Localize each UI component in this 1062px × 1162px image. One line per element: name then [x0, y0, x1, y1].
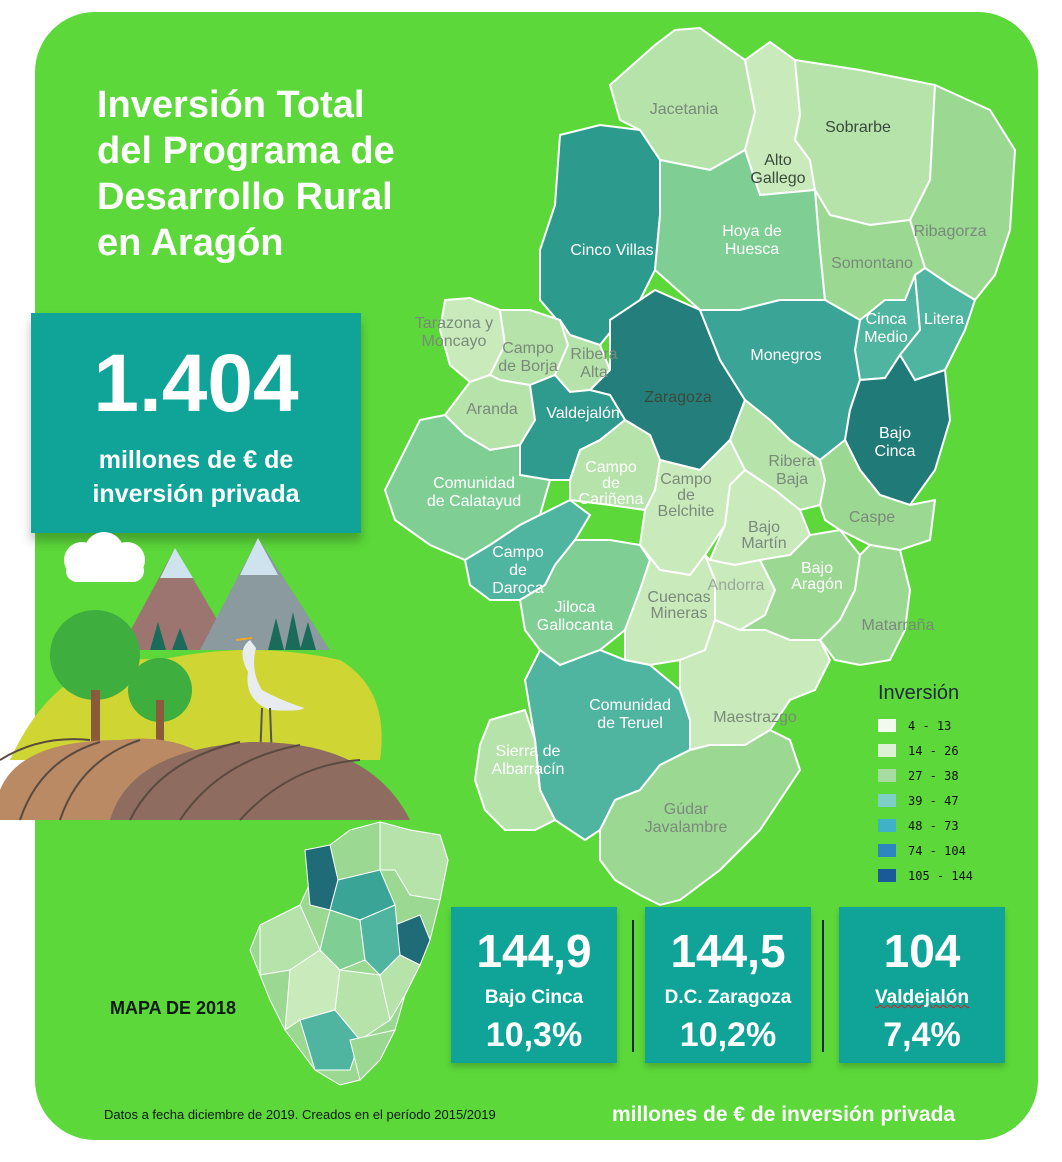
- landscape-illustration: [0, 532, 410, 821]
- legend-item: 14 - 26: [878, 738, 1018, 763]
- region-label-daroca: Campo de Daroca: [492, 544, 544, 597]
- region-label-cinca-medio: Cinca Medio: [864, 311, 908, 346]
- region-litera: [898, 266, 977, 382]
- region-caspe: [818, 438, 937, 552]
- region-label-bajo-cinca: Bajo Cinca: [875, 425, 916, 460]
- total-investment-box: 1.404 millones de € de inversión privada: [31, 313, 361, 533]
- region-label-litera: Litera: [924, 311, 964, 328]
- stat-region: Bajo Cinca: [484, 987, 584, 1008]
- legend-label: 39 - 47: [908, 793, 959, 808]
- region-label-hoya-de-huesca: Hoya de Huesca: [722, 223, 782, 258]
- total-investment-value: 1.404: [93, 338, 299, 429]
- region-label-sobrarbe: Sobrarbe: [825, 119, 891, 136]
- legend-swatch: [878, 744, 896, 757]
- region-label-gudar: Gúdar Javalambre: [645, 801, 728, 836]
- region-label-ribera-baja: Ribera Baja: [768, 453, 815, 488]
- region-label-somontano: Somontano: [831, 255, 913, 272]
- legend-swatch: [878, 794, 896, 807]
- region-label-albarracin: Sierra de Albarracín: [492, 743, 565, 778]
- region-label-monegros: Monegros: [750, 347, 821, 364]
- legend-label: 14 - 26: [908, 743, 959, 758]
- region-label-caspe: Caspe: [849, 509, 895, 526]
- title-line: en Aragón: [97, 222, 284, 264]
- region-label-cinco-villas: Cinco Villas: [570, 242, 653, 259]
- legend-swatch: [878, 819, 896, 832]
- region-label-andorra: Andorra: [708, 577, 765, 594]
- stat-percent: 10,2%: [679, 1016, 777, 1054]
- legend-swatch: [878, 844, 896, 857]
- page-title: Inversión Total del Programa de Desarrol…: [97, 82, 477, 266]
- stat-value: 144,5: [670, 925, 786, 977]
- legend-swatch: [878, 769, 896, 782]
- inset-map-label: MAPA DE 2018: [110, 998, 237, 1018]
- legend-item: 39 - 47: [878, 788, 1018, 813]
- region-label-campo-de-borja: Campo de Borja: [498, 340, 558, 375]
- stat-percent: 7,4%: [883, 1016, 961, 1054]
- tree-icon: [50, 610, 140, 700]
- region-matarrana: [818, 543, 912, 667]
- legend-swatch: [878, 719, 896, 732]
- title-line: del Programa de: [97, 130, 395, 172]
- stat-value: 144,9: [476, 925, 592, 977]
- legend-title: Inversión: [878, 682, 960, 704]
- region-label-bajo-martin: Bajo Martín: [741, 519, 786, 552]
- tree-icon: [150, 612, 316, 650]
- region-labels: Jacetania Alto Gallego Sobrarbe Ribagorza…: [415, 101, 987, 836]
- divider: [632, 920, 634, 1052]
- footnote: Datos a fecha diciembre de 2019. Creados…: [104, 1107, 496, 1122]
- divider: [822, 920, 824, 1052]
- region-albarracin: [473, 708, 557, 831]
- stat-value: 104: [883, 925, 961, 977]
- region-label-jiloca: Jiloca Gallocanta: [537, 599, 614, 634]
- legend-swatch: [878, 869, 896, 882]
- legend-item: 74 - 104: [878, 838, 1018, 863]
- region-label-teruel: Comunidad de Teruel: [589, 697, 671, 732]
- region-label-ribagorza: Ribagorza: [914, 223, 987, 240]
- region-label-carinena: Campo de Cariñena: [579, 459, 644, 508]
- stat-card: 144,9 Bajo Cinca 10,3%: [451, 907, 617, 1063]
- legend-label: 74 - 104: [908, 843, 966, 858]
- region-label-maestrazgo: Maestrazgo: [713, 709, 797, 726]
- legend-item: 105 - 144: [878, 863, 1018, 888]
- region-label-valdejalon: Valdejalón: [546, 405, 620, 422]
- legend-label: 4 - 13: [908, 718, 952, 733]
- mountain-icon: [120, 538, 330, 650]
- inset-map-2018: [249, 821, 449, 1086]
- comarcas-map: [383, 26, 1017, 907]
- region-label-bajo-aragon: Bajo Aragón: [791, 560, 843, 593]
- tree-icon: [128, 658, 192, 722]
- region-label-cuencas-mineras: Cuencas Mineras: [647, 589, 710, 622]
- region-label-ribera-alta: Ribera Alta: [570, 346, 617, 381]
- cloud-icon: [64, 532, 145, 582]
- region-maestrazgo: [679, 618, 832, 752]
- unit-note: millones de € de inversión privada: [612, 1103, 956, 1126]
- region-label-alto-gallego: Alto Gallego: [750, 152, 805, 187]
- region-label-aranda: Aranda: [466, 401, 518, 418]
- stat-card: 144,5 D.C. Zaragoza 10,2%: [645, 907, 811, 1063]
- region-label-tarazona: Tarazona y Moncayo: [415, 315, 493, 350]
- region-label-calatayud: Comunidad de Calatayud: [427, 475, 521, 510]
- stat-card: 104 Valdejalón 7,4%: [839, 907, 1005, 1063]
- legend-item: 27 - 38: [878, 763, 1018, 788]
- legend-label: 27 - 38: [908, 768, 959, 783]
- region-label-belchite: Campo de Belchite: [658, 471, 715, 520]
- region-label-matarrana: Matarraña: [862, 617, 935, 634]
- region-label-jacetania: Jacetania: [650, 101, 719, 118]
- stat-region: D.C. Zaragoza: [664, 987, 792, 1008]
- legend-item: 4 - 13: [878, 713, 1018, 738]
- legend: Inversión 4 - 13 14 - 26 27 - 38 39 - 47…: [878, 682, 1018, 888]
- title-line: Inversión Total: [97, 84, 365, 126]
- stat-percent: 10,3%: [485, 1016, 583, 1054]
- legend-label: 48 - 73: [908, 818, 959, 833]
- region-label-zaragoza: Zaragoza: [644, 389, 712, 406]
- total-investment-unit-line: millones de € de: [98, 446, 294, 474]
- region-gudar: [599, 728, 802, 907]
- legend-item: 48 - 73: [878, 813, 1018, 838]
- title-line: Desarrollo Rural: [97, 176, 393, 218]
- total-investment-unit-line: inversión privada: [92, 480, 300, 508]
- stat-region: Valdejalón: [875, 987, 969, 1008]
- legend-label: 105 - 144: [908, 868, 974, 883]
